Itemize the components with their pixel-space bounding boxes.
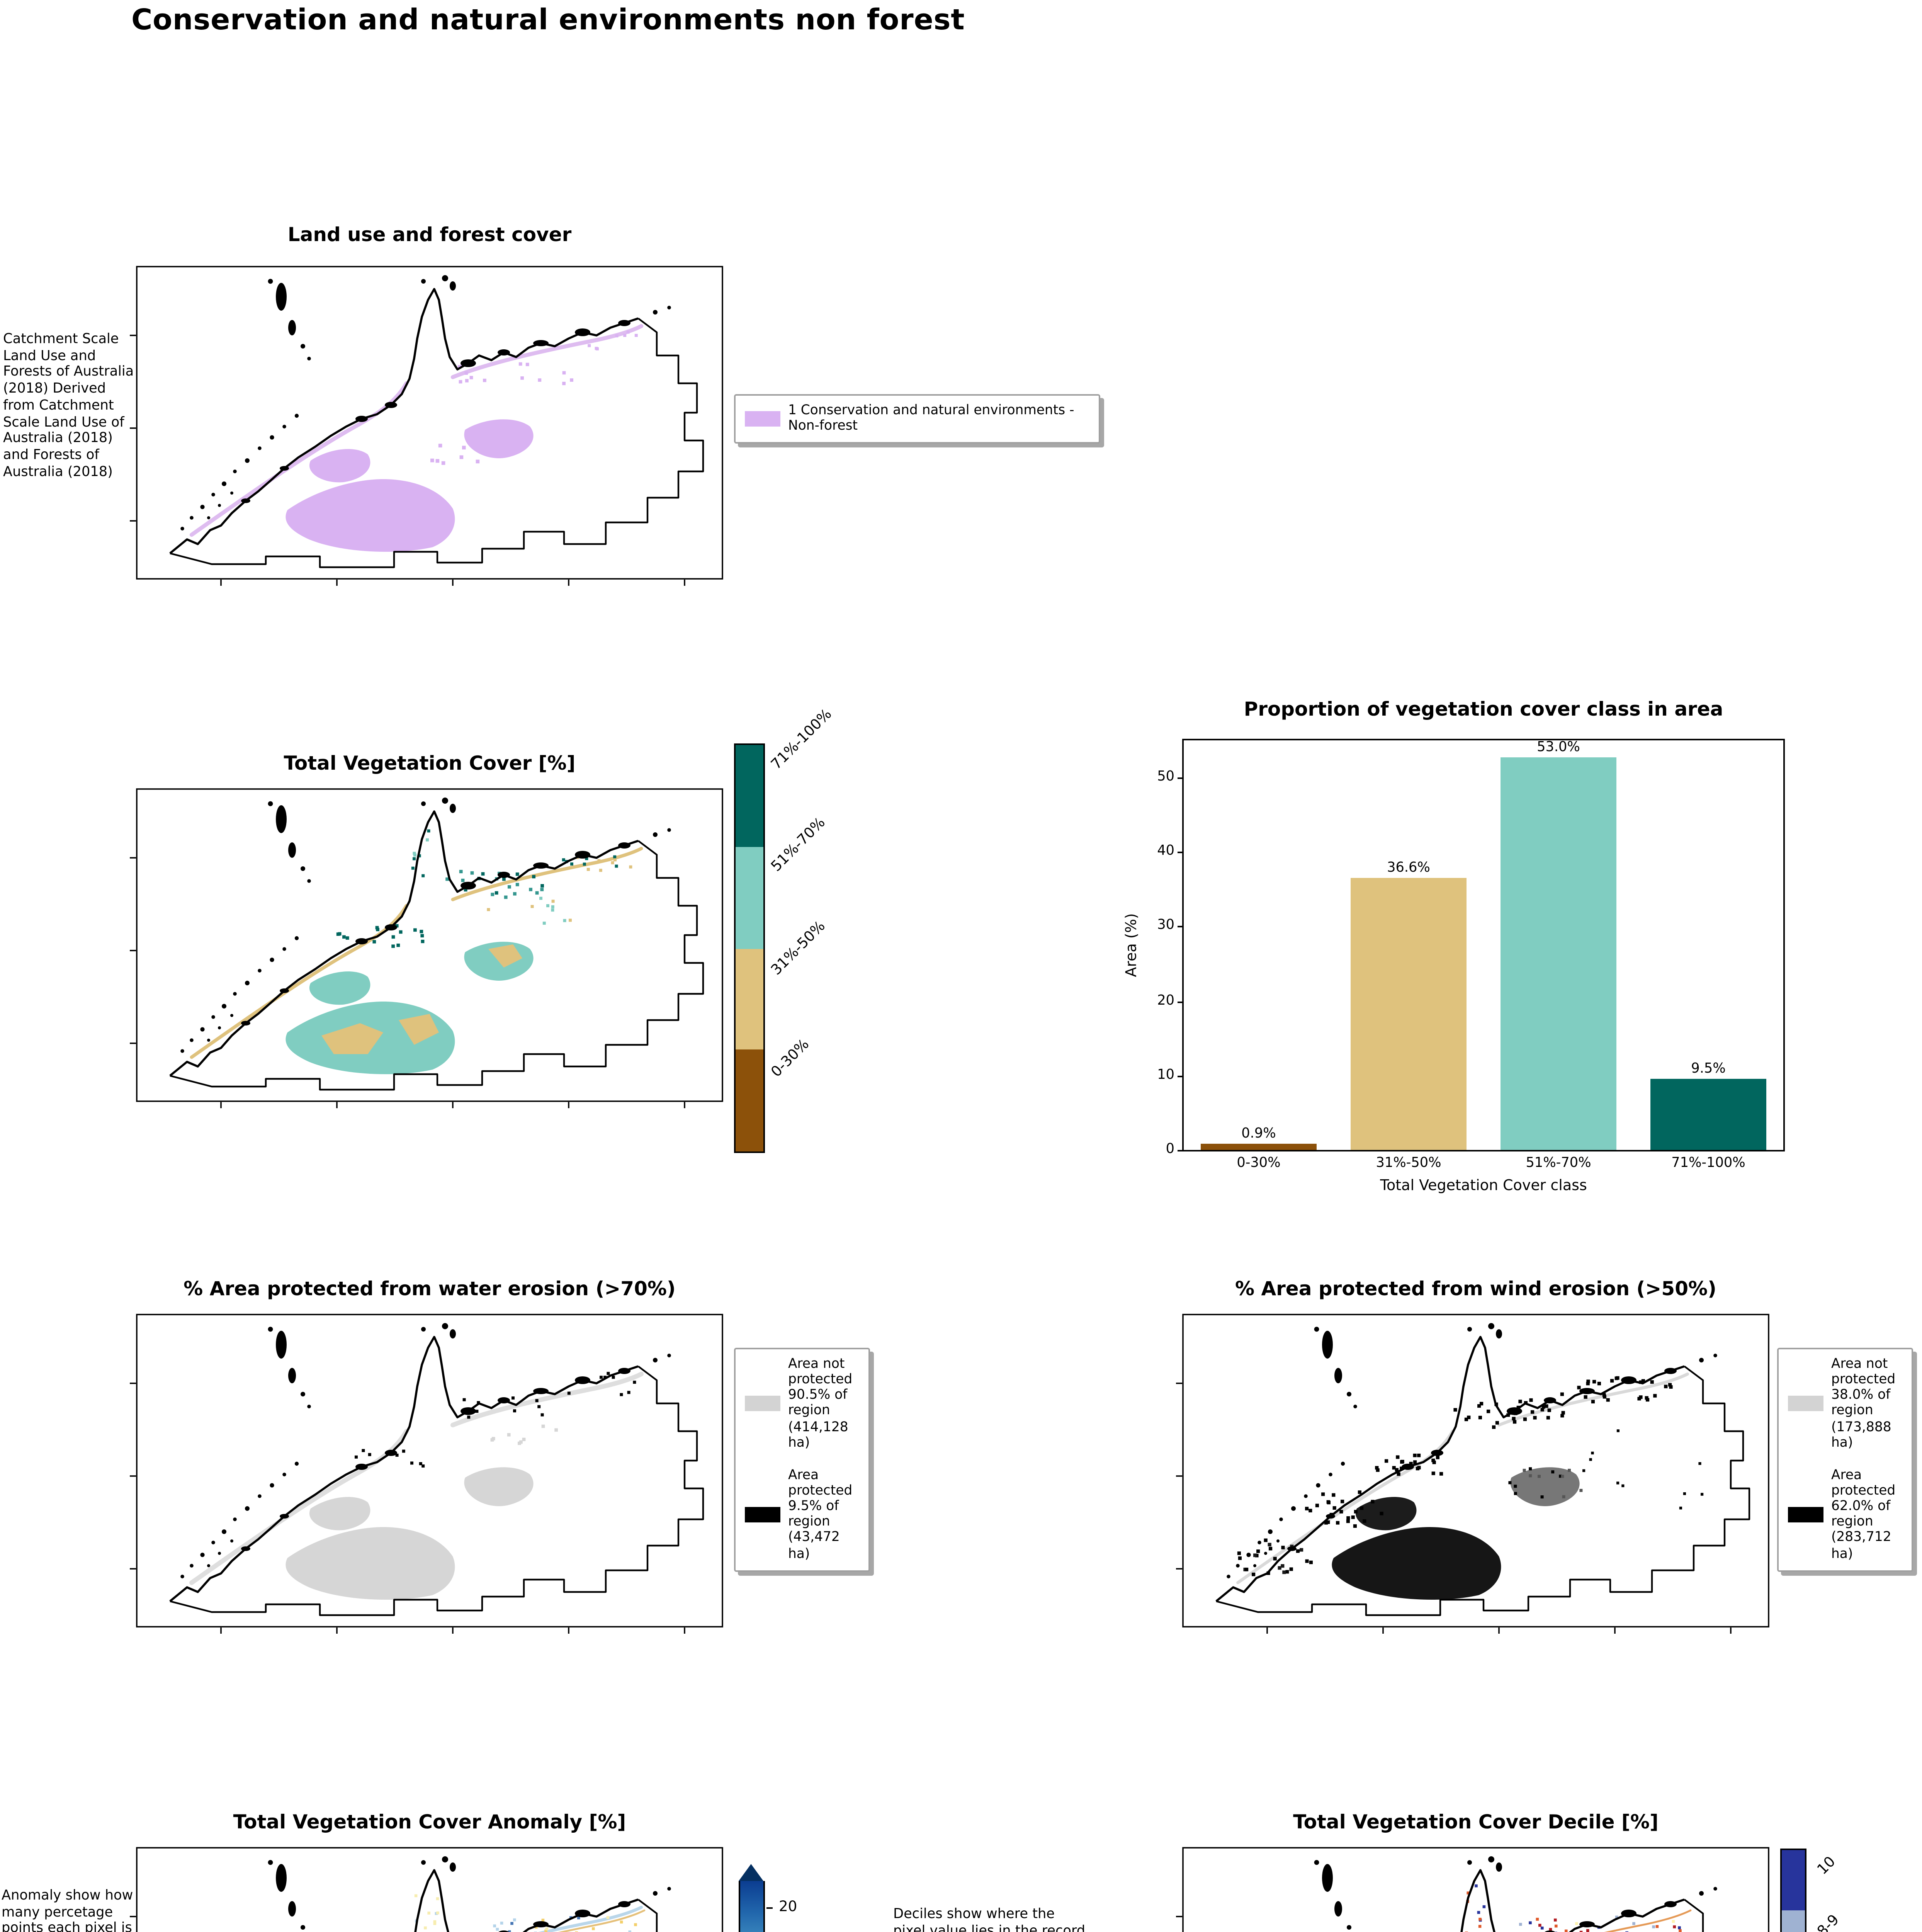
y-tick-label: 0 bbox=[1166, 1142, 1174, 1158]
x-axis-label: Total Vegetation Cover class bbox=[1380, 1178, 1587, 1195]
colorbar-label: 51%-70% bbox=[768, 815, 829, 876]
y-tick bbox=[1177, 1150, 1184, 1151]
anomaly-caption: Anomaly show how many percetage points e… bbox=[2, 1889, 133, 1932]
legend-swatch bbox=[1788, 1507, 1823, 1523]
legend-label: 1 Conservation and natural environments … bbox=[788, 403, 1074, 435]
bar bbox=[1200, 1143, 1317, 1150]
page-title: Conservation and natural environments no… bbox=[131, 5, 965, 37]
legend-entry: Area protected 9.5% of region (43,472 ha… bbox=[745, 1468, 859, 1562]
y-tick-label: 20 bbox=[1157, 993, 1174, 1009]
legend-label: Area not protected 90.5% of region (414,… bbox=[788, 1357, 853, 1451]
y-tick-label: 50 bbox=[1157, 770, 1174, 786]
colorbar-label: 31%-50% bbox=[768, 917, 829, 978]
y-tick bbox=[1177, 1075, 1184, 1077]
x-tick-label: 0-30% bbox=[1237, 1156, 1281, 1172]
anomaly-title: Total Vegetation Cover Anomaly [%] bbox=[233, 1810, 626, 1833]
colorbar-segment bbox=[736, 948, 763, 1050]
colorbar-segment bbox=[1782, 1911, 1805, 1932]
bar bbox=[1500, 757, 1617, 1150]
wind-erosion-legend: Area not protected 38.0% of region (173,… bbox=[1777, 1348, 1913, 1571]
vegcover-map bbox=[136, 788, 723, 1102]
bar-value-label: 36.6% bbox=[1387, 860, 1430, 876]
legend-label: Area protected 62.0% of region (283,712 … bbox=[1831, 1468, 1896, 1562]
decile-caption: Deciles show where the pixel value lies … bbox=[893, 1907, 1090, 1932]
y-tick-label: 30 bbox=[1157, 918, 1174, 934]
colorbar-label: 71%-100% bbox=[768, 706, 836, 774]
bar-value-label: 0.9% bbox=[1241, 1126, 1276, 1142]
wind-erosion-overlay bbox=[1236, 1372, 1704, 1600]
wind-erosion-map bbox=[1182, 1314, 1769, 1628]
legend-swatch bbox=[1788, 1396, 1823, 1412]
bar bbox=[1350, 877, 1467, 1150]
decile-title: Total Vegetation Cover Decile [%] bbox=[1293, 1810, 1659, 1833]
legend-swatch bbox=[745, 1507, 780, 1523]
anomaly-colorbar-gradient: 20100−10−20 bbox=[739, 1881, 797, 1932]
legend-entry: 1 Conservation and natural environments … bbox=[745, 403, 1089, 435]
y-tick bbox=[1177, 1001, 1184, 1003]
y-tick-label: 10 bbox=[1157, 1068, 1174, 1083]
colorbar-arrow-up bbox=[739, 1864, 763, 1881]
colorbar-segment bbox=[736, 847, 763, 948]
anomaly-colorbar: 20100−10−20 bbox=[739, 1864, 797, 1932]
water-erosion-overlay bbox=[189, 1372, 644, 1600]
y-tick bbox=[1177, 852, 1184, 854]
bar-group: 9.5% bbox=[1633, 740, 1783, 1150]
legend-label: Area not protected 38.0% of region (173,… bbox=[1831, 1357, 1896, 1451]
colorbar-label: 0-30% bbox=[768, 1036, 813, 1081]
y-tick-label: 40 bbox=[1157, 844, 1174, 860]
bar-plot: 0 10 20 30 40 50 0.9% 36.6% 53.0% 9.5% 0-30% 31%-50… bbox=[1157, 739, 1785, 1172]
legend-label: Area protected 9.5% of region (43,472 ha… bbox=[788, 1468, 853, 1562]
colorbar-label: 10 bbox=[1814, 1853, 1840, 1879]
colorbar-tick bbox=[766, 1907, 773, 1909]
y-axis-label-wrap: Area (%) bbox=[1116, 739, 1150, 1151]
bar-group: 36.6% bbox=[1334, 740, 1484, 1150]
legend-swatch bbox=[745, 411, 780, 427]
bar-group: 53.0% bbox=[1484, 740, 1633, 1150]
legend-swatch bbox=[745, 1396, 780, 1412]
landuse-title: Land use and forest cover bbox=[287, 223, 572, 246]
landuse-legend: 1 Conservation and natural environments … bbox=[734, 394, 1100, 444]
landuse-caption: Catchment Scale Land Use and Forests of … bbox=[3, 332, 134, 480]
decile-map bbox=[1182, 1847, 1769, 1932]
vegcover-colorbar: 71%-100% 51%-70% 31%-50% 0-30% bbox=[734, 706, 836, 1153]
landuse-map bbox=[136, 266, 723, 580]
legend-entry: Area not protected 90.5% of region (414,… bbox=[745, 1357, 859, 1451]
colorbar-label: 8-9 bbox=[1814, 1911, 1843, 1932]
colorbar-segment bbox=[736, 1050, 763, 1151]
x-tick-label: 31%-50% bbox=[1376, 1156, 1441, 1172]
colorbar-segment bbox=[736, 745, 763, 847]
y-tick bbox=[1177, 926, 1184, 928]
x-tick-label: 71%-100% bbox=[1671, 1156, 1745, 1172]
water-erosion-legend: Area not protected 90.5% of region (414,… bbox=[734, 1348, 870, 1571]
landuse-overlay bbox=[189, 324, 644, 552]
colorbar-segment bbox=[1782, 1850, 1805, 1911]
vegcover-title: Total Vegetation Cover [%] bbox=[284, 751, 576, 774]
anomaly-map bbox=[136, 1847, 723, 1932]
y-tick bbox=[1177, 777, 1184, 779]
vegcover-overlay bbox=[190, 829, 643, 1074]
water-erosion-title: % Area protected from water erosion (>70… bbox=[184, 1277, 676, 1300]
bar-value-label: 53.0% bbox=[1537, 740, 1580, 756]
proportion-chart: 0 10 20 30 40 50 0.9% 36.6% 53.0% 9.5% 0-30% 31%-50… bbox=[1157, 739, 1785, 1172]
legend-entry: Area not protected 38.0% of region (173,… bbox=[1788, 1357, 1902, 1451]
water-erosion-map bbox=[136, 1314, 723, 1628]
proportion-chart-title: Proportion of vegetation cover class in … bbox=[1244, 697, 1723, 720]
x-tick-label: 51%-70% bbox=[1526, 1156, 1591, 1172]
bar-value-label: 9.5% bbox=[1691, 1062, 1726, 1078]
decile-colorbar: 108-94-72-31 bbox=[1780, 1849, 1843, 1932]
bar-group: 0.9% bbox=[1184, 740, 1334, 1150]
wind-erosion-title: % Area protected from wind erosion (>50%… bbox=[1235, 1277, 1716, 1300]
legend-entry: Area protected 62.0% of region (283,712 … bbox=[1788, 1468, 1902, 1562]
colorbar-tick-label: 20 bbox=[779, 1899, 797, 1916]
bar bbox=[1650, 1079, 1767, 1150]
decile-overlay bbox=[1465, 1884, 1692, 1932]
